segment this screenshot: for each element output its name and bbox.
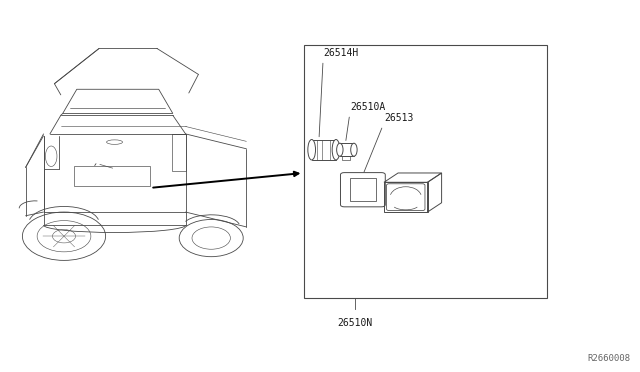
Bar [312, 140, 336, 160]
Ellipse shape [351, 143, 357, 156]
Bar [74, 166, 150, 186]
Text: 26513: 26513 [364, 113, 413, 172]
Ellipse shape [332, 140, 340, 160]
Bar [350, 178, 376, 201]
Text: 26510N: 26510N [337, 318, 373, 328]
Ellipse shape [337, 143, 343, 156]
Ellipse shape [308, 140, 316, 160]
Bar [304, 45, 547, 298]
Bar [342, 156, 350, 160]
Text: 26514H: 26514H [319, 48, 358, 137]
Text: R2660008: R2660008 [588, 354, 630, 363]
Text: 26510A: 26510A [346, 102, 385, 141]
Bar [340, 143, 354, 156]
